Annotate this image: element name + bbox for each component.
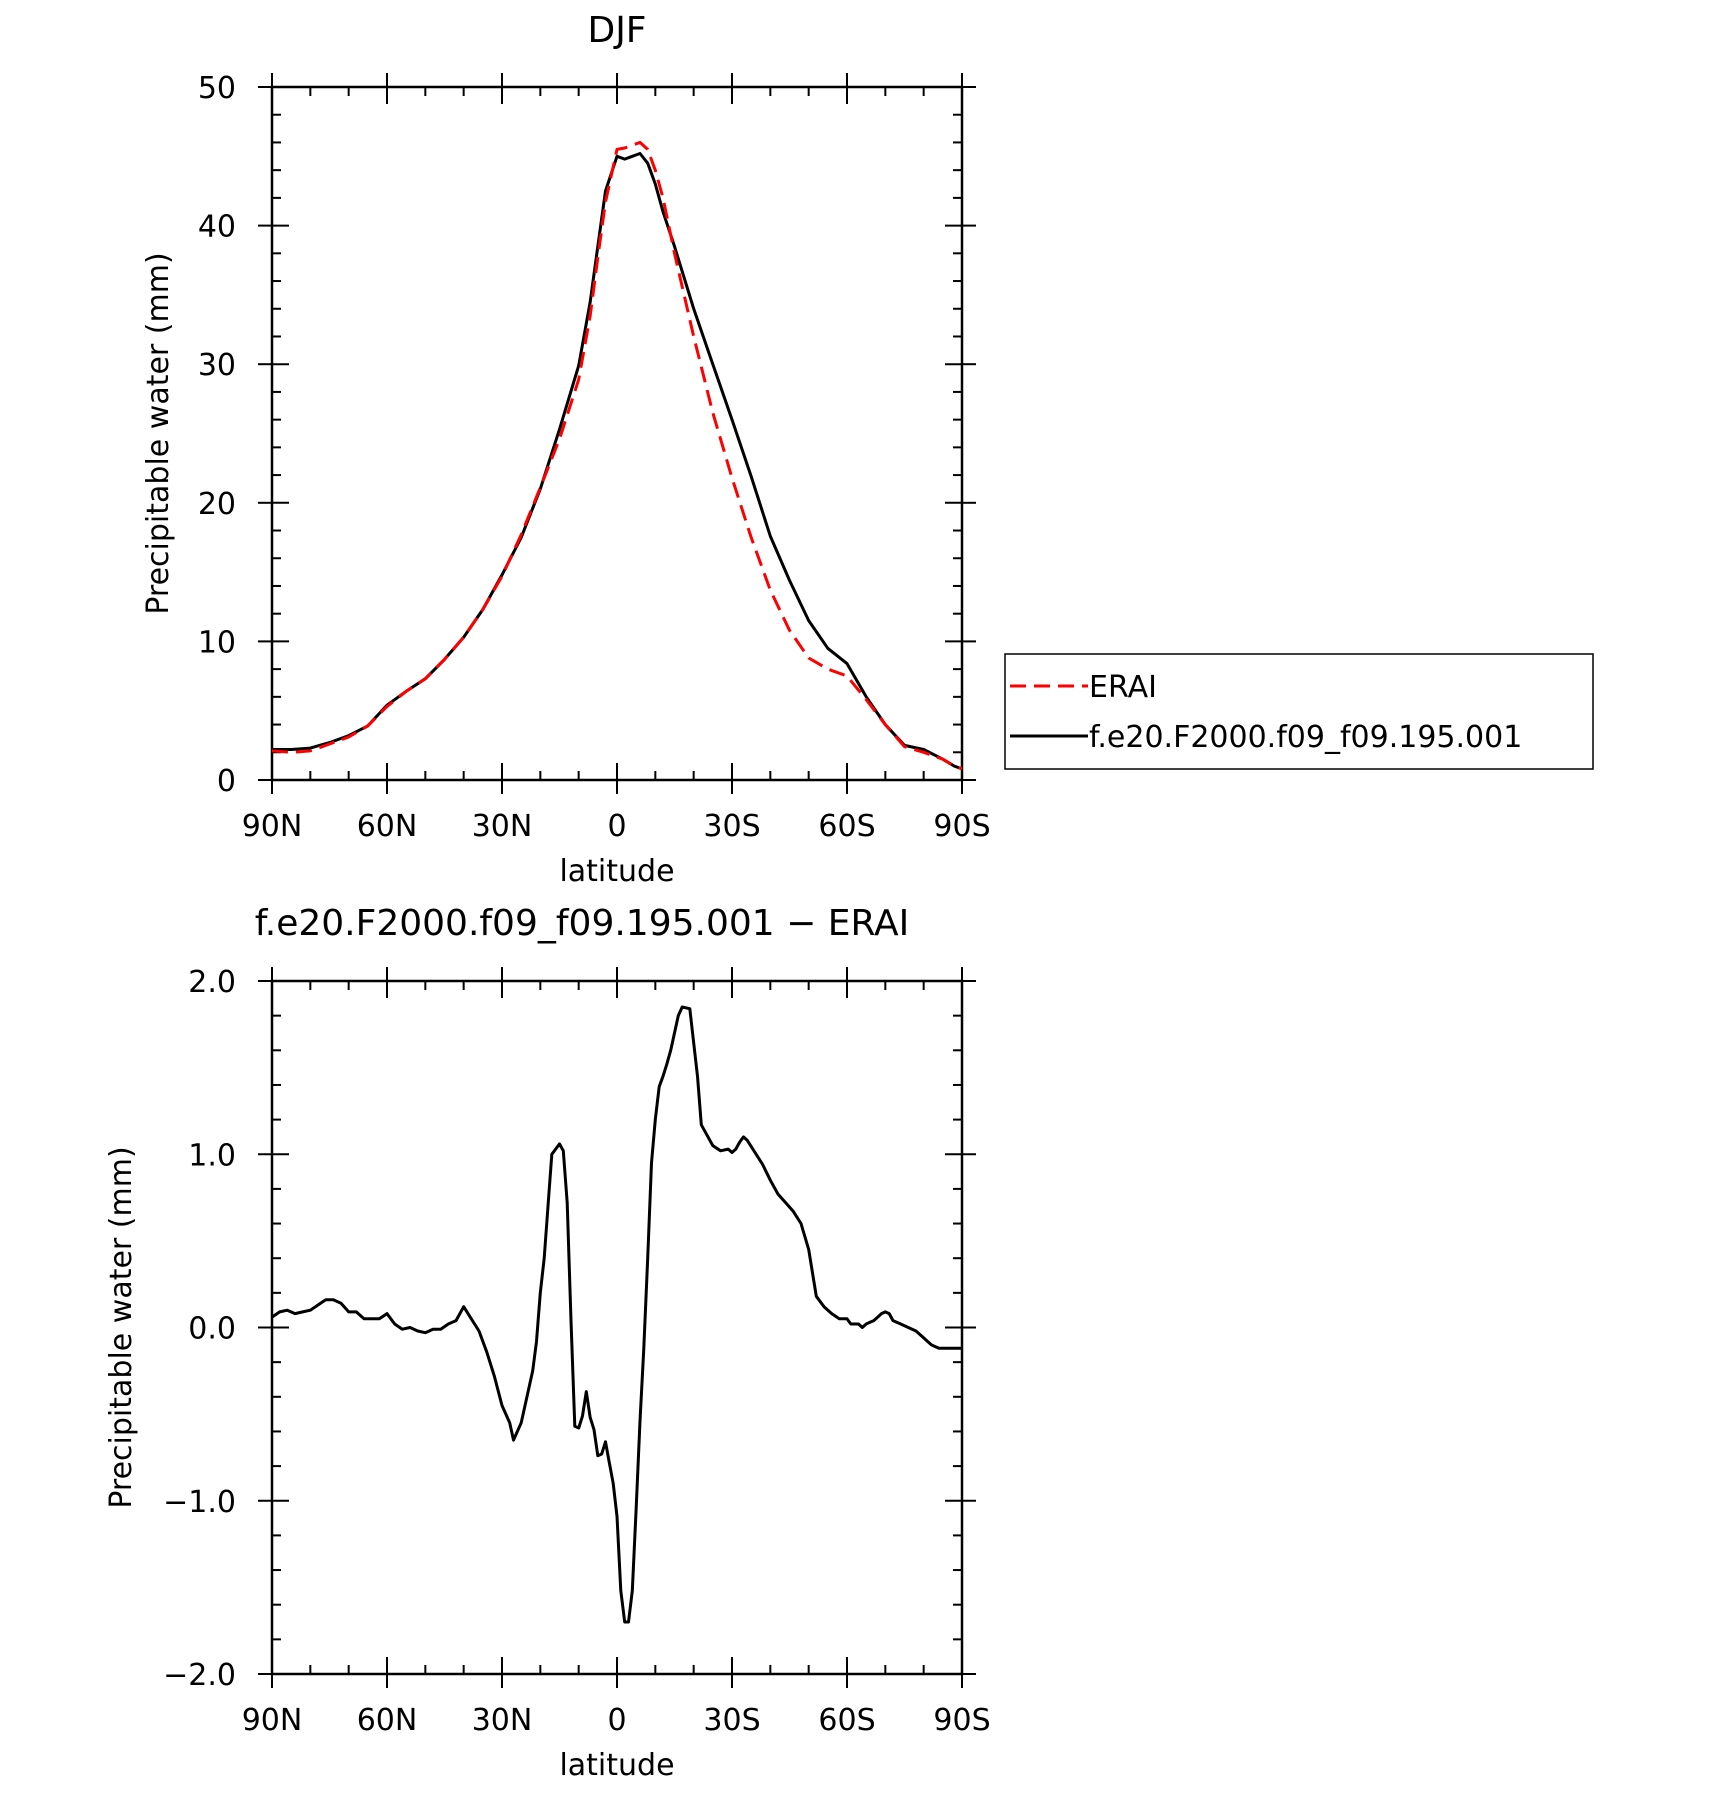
x-tick-label: 30N <box>472 1703 533 1738</box>
x-tick-label: 90N <box>242 809 303 844</box>
legend-label: ERAI <box>1089 670 1157 705</box>
chart-title: f.e20.F2000.f09_f09.195.001 − ERAI <box>255 903 910 944</box>
x-tick-label: 60N <box>357 809 418 844</box>
x-tick-label: 30S <box>703 1703 760 1738</box>
x-tick-label: 0 <box>607 809 626 844</box>
panel-top-djf: 90N 60N 30N 0 30S 60S 90S 0 10 20 30 40 50 latitude Pr… <box>141 10 991 889</box>
legend-label: f.e20.F2000.f09_f09.195.001 <box>1089 720 1522 755</box>
y-tick-label: 40 <box>198 210 236 245</box>
chart-title: DJF <box>587 10 646 51</box>
series-line <box>272 140 962 771</box>
legend-box <box>1004 653 1594 770</box>
series-line <box>272 152 962 771</box>
x-tick-label: 60S <box>818 809 875 844</box>
x-tick-label: 90S <box>933 809 990 844</box>
y-tick-label: 0.0 <box>188 1312 236 1347</box>
y-tick-label: 20 <box>198 487 236 522</box>
x-tick-label: 0 <box>607 1703 626 1738</box>
series-line <box>272 1005 962 1624</box>
y-tick-label: 30 <box>198 348 236 383</box>
x-tick-label: 30N <box>472 809 533 844</box>
x-tick-label: 60S <box>818 1703 875 1738</box>
x-tick-label: 60N <box>357 1703 418 1738</box>
legend: ERAI f.e20.F2000.f09_f09.195.001 <box>1004 653 1594 770</box>
x-axis-label: latitude <box>559 854 674 889</box>
y-tick-label: 50 <box>198 71 236 106</box>
x-tick-label: 30S <box>703 809 760 844</box>
y-tick-label: 1.0 <box>188 1138 236 1173</box>
plot-frame <box>270 979 964 1676</box>
y-axis-label: Precipitable water (mm) <box>104 1146 139 1508</box>
y-tick-label: −2.0 <box>163 1658 236 1693</box>
x-axis-label: latitude <box>559 1748 674 1783</box>
x-tick-label: 90N <box>242 1703 303 1738</box>
panel-bottom-difference: 90N 60N 30N 0 30S 60S 90S −2.0 −1.0 0.0 1.0 2.0 lati… <box>104 903 991 1783</box>
x-tick-label: 90S <box>933 1703 990 1738</box>
y-tick-label: 0 <box>217 764 236 799</box>
y-tick-label: 10 <box>198 625 236 660</box>
y-tick-label: 2.0 <box>188 965 236 1000</box>
y-tick-label: −1.0 <box>163 1485 236 1520</box>
y-axis-label: Precipitable water (mm) <box>141 252 176 614</box>
plot-frame <box>270 85 964 782</box>
